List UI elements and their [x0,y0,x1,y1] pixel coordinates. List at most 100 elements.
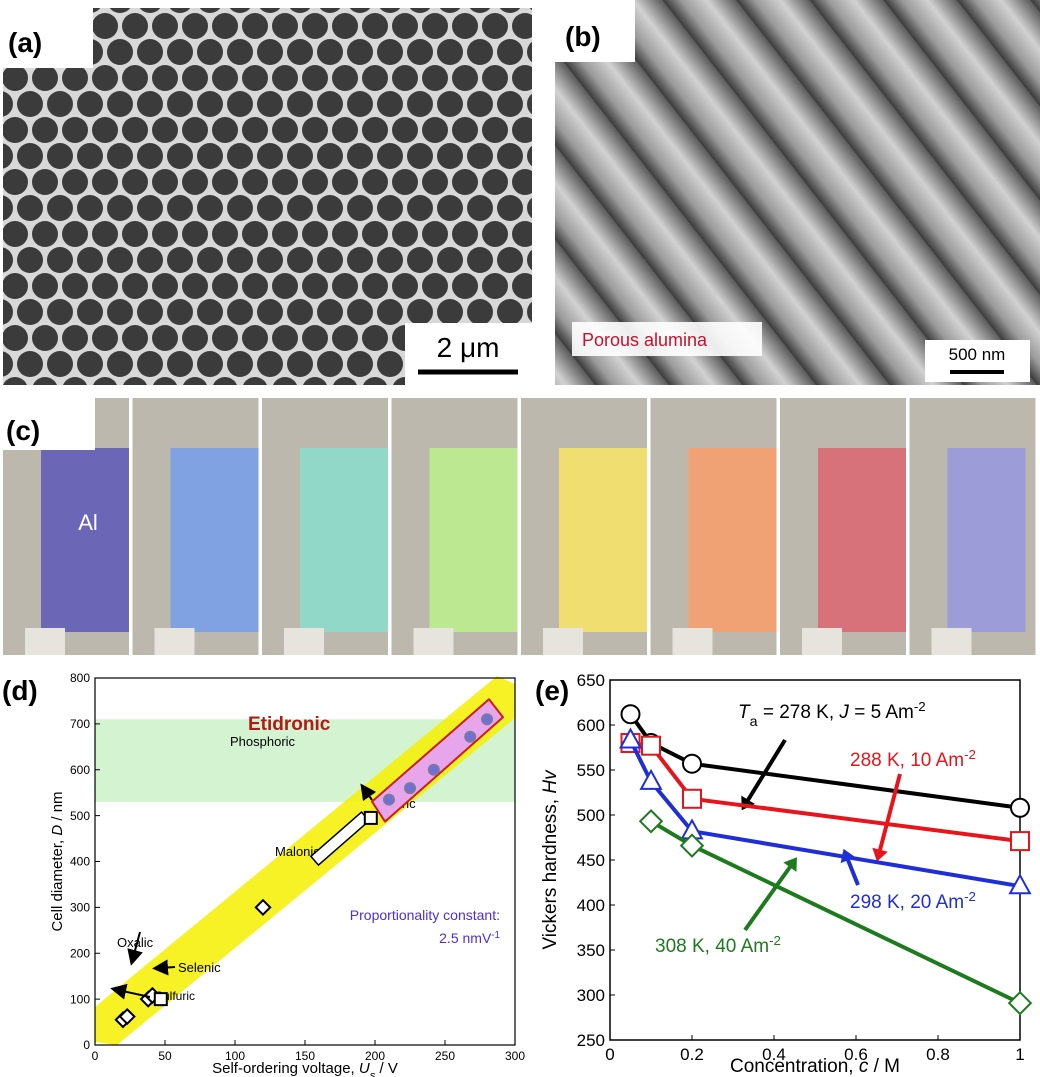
series-label-part: -2 [914,699,926,714]
x-axis-label-part: Self-ordering voltage, [212,1060,359,1077]
sample [818,448,906,632]
marker [683,755,701,773]
series-line [651,821,1020,1003]
clip [284,628,324,655]
y-tick-label: 600 [70,763,90,777]
x-axis-label-part: / V [375,1060,398,1077]
clip [543,628,583,655]
caption: Porous alumina [582,330,708,350]
panel-label: (b) [565,21,601,52]
sample [559,448,647,632]
x-axis-label-part: c [859,1056,869,1077]
clip [414,628,454,655]
marker [622,705,640,723]
x-tick-label: 0 [92,1049,99,1063]
y-tick-label: 500 [577,806,605,825]
y-tick-label: 450 [577,851,605,870]
sample [430,448,518,632]
y-axis-label-part: D [49,825,66,836]
y-axis-label-part: Cell diameter, [49,836,66,932]
clip [673,628,713,655]
marker [465,732,475,742]
annotation: 2.5 nmV-1 [439,930,500,947]
sample [300,448,388,632]
series-label-part: 308 K, 40 Am [655,936,769,957]
y-tick-label: 800 [70,671,90,685]
y-tick-label: 250 [577,1031,605,1050]
y-tick-label: 600 [577,716,605,735]
panel-label: (d) [2,675,38,706]
marker [640,811,662,833]
arrow [848,860,858,885]
series-label: Selenic [178,960,221,975]
x-tick-label: 0 [605,1045,614,1064]
series-label-part: = 5 Am [849,702,914,723]
y-tick-label: 100 [70,992,90,1006]
sample [948,448,1026,632]
clip [932,628,972,655]
marker [1011,832,1029,850]
series-label-part: 298 K, 20 Am [850,892,964,913]
clip [802,628,842,655]
clip [25,628,65,655]
arrow-head [872,848,887,862]
arrow [880,774,900,850]
y-tick-label: 650 [577,671,605,690]
x-axis-label: Concentration, c / M [730,1056,900,1077]
y-axis-label-part: Vickers hardness, [540,794,561,950]
y-tick-label: 200 [70,946,90,960]
y-axis-label: Cell diameter, D / nm [49,791,66,931]
series-label: Ta = 278 K, J = 5 Am-2 [738,699,926,731]
marker [155,993,167,1005]
panel-label: (a) [8,27,42,58]
y-tick-label: 400 [577,896,605,915]
series-label: Etidronic [248,714,331,735]
x-tick-label: 0.2 [680,1045,704,1064]
x-tick-label: 0.8 [926,1045,950,1064]
annotation: Proportionality constant: [350,907,500,923]
series-label: 288 K, 10 Am-2 [850,747,976,772]
y-axis-label-part: / nm [49,791,66,824]
x-tick-label: 1 [1015,1045,1024,1064]
x-tick-label: 250 [435,1049,455,1063]
marker [1011,799,1029,817]
y-tick-label: 350 [577,941,605,960]
marker [683,790,701,808]
y-tick-label: 0 [83,1038,90,1052]
x-axis-label-part: U [359,1060,370,1077]
panel-label: (c) [6,415,40,446]
clip [155,628,195,655]
series-label: Phosphoric [230,734,296,749]
series-label-part: = 278 K, [758,702,840,723]
scale-bar-label: 2 μm [437,332,500,363]
sample [171,448,259,632]
sample-label: Al [78,510,98,535]
y-tick-label: 700 [70,717,90,731]
sample-photos [3,398,1036,655]
frame [610,680,1020,1040]
series-label: 308 K, 40 Am-2 [655,933,781,958]
page: {"panels": { "a": {"label": "(a)", "scal… [0,0,1040,1077]
marker [365,812,377,824]
y-tick-label: 300 [577,986,605,1005]
marker [1009,992,1031,1014]
annotation-part: 2.5 nmV [439,930,492,946]
marker [405,783,415,793]
series-label-part: -2 [964,747,976,762]
marker [384,795,394,805]
marker [429,765,439,775]
x-tick-label: 300 [505,1049,525,1063]
series-label-part: a [750,714,758,730]
y-axis-label: Vickers hardness, Hv [540,769,561,950]
sample [41,448,129,632]
x-axis-label-part: / M [868,1056,900,1077]
annotation-part: -1 [491,930,500,941]
series-label-part: -2 [769,933,781,948]
marker [642,737,660,755]
y-tick-label: 300 [70,901,90,915]
y-axis-label-part: Hv [540,769,561,794]
scale-bar-label: 500 nm [949,345,1006,364]
sample [689,448,777,632]
series-label-part: 288 K, 10 Am [850,750,964,771]
arrow [160,967,175,968]
